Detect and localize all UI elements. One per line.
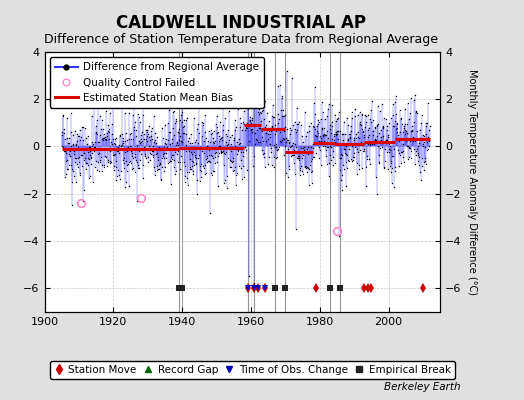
Legend: Station Move, Record Gap, Time of Obs. Change, Empirical Break: Station Move, Record Gap, Time of Obs. C… — [50, 361, 455, 379]
Text: CALDWELL INDUSTRIAL AP: CALDWELL INDUSTRIAL AP — [116, 14, 366, 32]
Text: Difference of Station Temperature Data from Regional Average: Difference of Station Temperature Data f… — [44, 33, 438, 46]
Y-axis label: Monthly Temperature Anomaly Difference (°C): Monthly Temperature Anomaly Difference (… — [467, 69, 477, 295]
Text: Berkeley Earth: Berkeley Earth — [385, 382, 461, 392]
